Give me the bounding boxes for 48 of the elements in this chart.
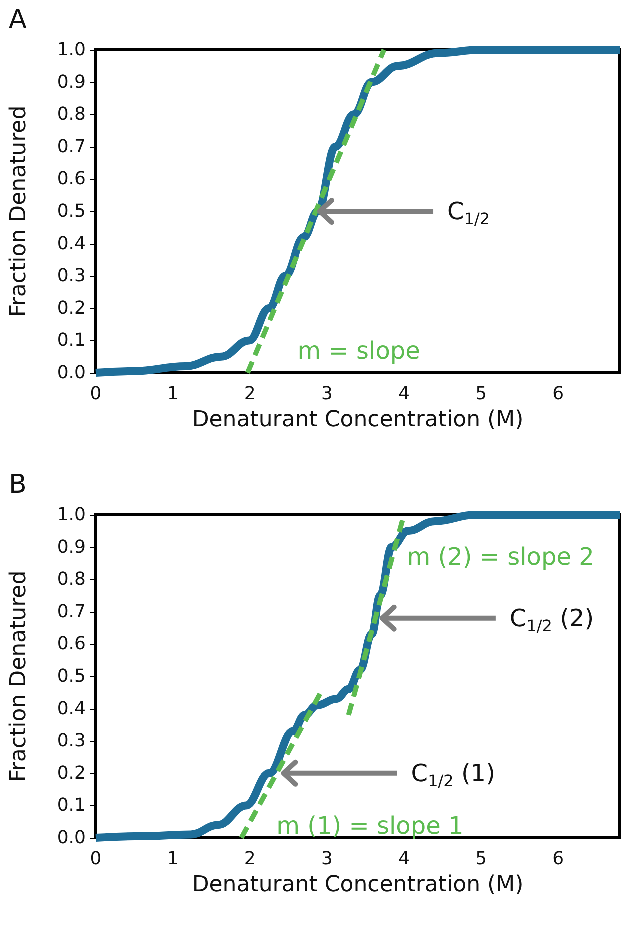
x-tick-label: 4	[398, 848, 410, 870]
x-tick-label: 1	[167, 384, 179, 404]
y-axis-title: Fraction Denatured	[6, 106, 32, 318]
annotation: C$_{1/2}$ (2)	[510, 604, 594, 636]
y-tick-label: 0.0	[57, 362, 86, 384]
y-tick-label: 1.0	[57, 40, 86, 60]
chart-title: B	[9, 470, 27, 500]
x-tick-label: 5	[476, 384, 488, 404]
annotation: C$_{1/2}$ (1)	[411, 759, 496, 790]
y-tick-label: 0.0	[57, 828, 86, 848]
x-tick-label: 3	[321, 848, 333, 870]
y-tick-label: 0.3	[57, 266, 86, 287]
x-tick-label: 5	[476, 848, 488, 870]
chart-title: A	[9, 5, 27, 35]
x-tick-label: 6	[552, 848, 564, 870]
x-tick-label: 3	[321, 384, 333, 404]
y-axis-title: Fraction Denatured	[6, 570, 32, 782]
x-tick-label: 6	[552, 384, 564, 404]
x-axis-title: Denaturant Concentration (M)	[192, 408, 524, 432]
x-tick-label: 2	[244, 384, 256, 404]
y-tick-label: 0.1	[57, 330, 86, 352]
x-tick-label: 2	[244, 848, 256, 870]
y-tick-label: 0.2	[57, 298, 86, 319]
y-tick-label: 0.5	[57, 666, 86, 687]
y-tick-label: 0.7	[57, 601, 86, 622]
y-tick-label: 0.8	[57, 104, 86, 126]
annotation: C$_{1/2}$	[448, 198, 490, 228]
series-label: m = slope	[298, 337, 420, 365]
y-tick-label: 0.6	[57, 634, 86, 655]
y-tick-label: 0.8	[57, 569, 86, 590]
y-tick-label: 0.9	[57, 72, 86, 93]
y-tick-label: 0.9	[57, 536, 86, 558]
y-tick-label: 1.0	[57, 504, 86, 526]
x-tick-label: 4	[398, 384, 410, 404]
series-label: m (1) = slope 1	[276, 812, 464, 840]
series-label: m (2) = slope 2	[407, 543, 594, 571]
y-tick-label: 0.1	[57, 795, 86, 816]
y-tick-label: 0.7	[57, 136, 86, 158]
y-tick-label: 0.4	[57, 233, 86, 254]
x-tick-label: 0	[90, 384, 102, 404]
x-axis-title: Denaturant Concentration (M)	[192, 872, 524, 898]
y-tick-label: 0.5	[57, 201, 86, 222]
y-tick-label: 0.3	[57, 730, 86, 752]
x-tick-label: 0	[90, 848, 102, 870]
y-tick-label: 0.6	[57, 168, 86, 190]
y-tick-label: 0.4	[57, 698, 86, 720]
x-tick-label: 1	[167, 848, 179, 870]
y-tick-label: 0.2	[57, 762, 86, 784]
